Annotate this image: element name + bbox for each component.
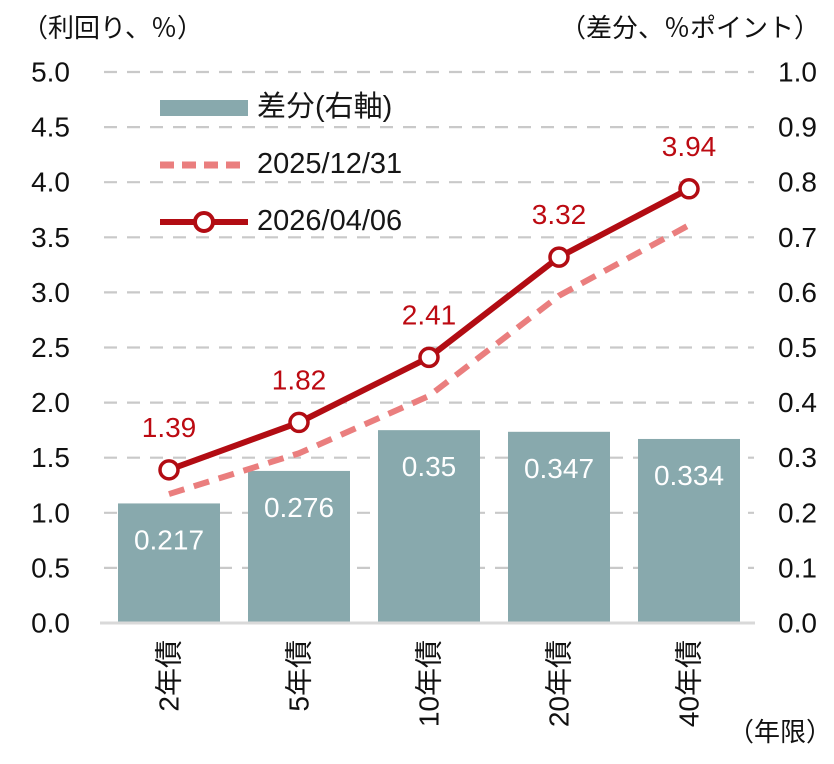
category-label: 40年債 [674,640,705,727]
bar-value-label: 0.347 [524,453,594,484]
bar-value-label: 0.276 [264,492,334,523]
category-label: 10年債 [414,640,445,727]
bar-value-label: 0.217 [134,524,204,555]
x-axis-unit-label: （年限） [727,717,832,747]
line-marker [288,411,310,434]
legend-label-diff: 差分(右軸) [257,91,393,123]
bar [508,431,610,623]
bar-value-label: 0.35 [402,451,457,482]
right-axis-title: （差分、％ポイント） [559,13,820,43]
left-tick-label: 0.0 [31,608,70,639]
category-label: 20年債 [544,640,575,727]
line-marker [418,346,440,369]
left-axis-title: （利回り、％） [22,13,203,43]
data-label: 3.32 [532,199,587,230]
right-tick-label: 0.8 [778,167,817,198]
right-tick-label: 0.1 [778,552,817,583]
line-marker [548,246,570,268]
right-tick-label: 0.0 [778,608,817,639]
left-tick-label: 2.5 [31,332,70,363]
right-tick-label: 0.2 [778,497,817,528]
bar [638,438,740,623]
left-tick-label: 4.0 [31,167,70,198]
legend-label-current-date: 2026/04/06 [257,205,403,237]
left-tick-label: 0.5 [31,552,70,583]
legend: 差分(右軸) 2025/12/31 2026/04/06 [160,79,402,250]
right-tick-label: 0.4 [778,387,817,418]
left-tick-label: 3.0 [31,277,70,308]
data-label: 1.82 [272,364,327,395]
bar [378,430,480,623]
category-label: 2年債 [154,640,185,712]
left-tick-label: 3.5 [31,222,70,253]
left-tick-label: 5.0 [31,57,70,88]
bar-value-label: 0.334 [654,460,724,491]
right-tick-label: 0.9 [778,112,817,143]
data-label: 2.41 [402,299,457,330]
left-tick-label: 2.0 [31,387,70,418]
dashed-line-swatch-icon [160,161,248,168]
right-tick-label: 0.7 [778,222,817,253]
category-label: 5年債 [284,640,315,712]
bar [118,503,220,623]
left-tick-label: 1.0 [31,497,70,528]
legend-label-previous-date: 2025/12/31 [257,148,403,180]
legend-item-diff: 差分(右軸) [160,79,402,136]
bar-swatch-icon [160,99,248,116]
solid-line-marker-swatch-icon [160,210,248,233]
line-previous-date [168,222,691,497]
right-tick-label: 0.6 [778,277,817,308]
legend-item-current-date: 2026/04/06 [160,193,402,250]
line-marker [158,459,180,481]
left-tick-label: 1.5 [31,442,70,473]
legend-item-previous-date: 2025/12/31 [160,136,402,193]
line-marker [678,178,700,200]
data-label: 1.39 [142,412,197,443]
right-tick-label: 0.5 [778,332,817,363]
data-label: 3.94 [662,131,717,162]
right-tick-label: 1.0 [778,57,817,88]
bar [248,470,350,623]
right-tick-label: 0.3 [778,442,817,473]
left-tick-label: 4.5 [31,112,70,143]
